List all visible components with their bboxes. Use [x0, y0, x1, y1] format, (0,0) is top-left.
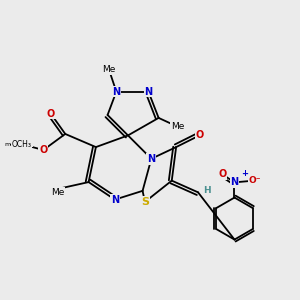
Text: Me: Me: [51, 188, 65, 197]
Text: O: O: [46, 109, 55, 118]
Text: OCH₃: OCH₃: [11, 140, 32, 149]
Text: S: S: [141, 197, 149, 207]
Text: N: N: [112, 87, 120, 97]
Text: Me: Me: [102, 65, 116, 74]
Text: O: O: [195, 130, 204, 140]
Text: N: N: [147, 154, 155, 164]
Text: methoxy: methoxy: [5, 142, 32, 147]
Text: +: +: [241, 169, 248, 178]
Text: O: O: [39, 145, 47, 155]
Text: N: N: [111, 195, 119, 205]
Text: O⁻: O⁻: [249, 176, 261, 185]
Text: O: O: [218, 169, 226, 179]
Text: N: N: [144, 87, 152, 97]
Text: Me: Me: [171, 122, 184, 131]
Text: N: N: [230, 177, 238, 188]
Text: H: H: [203, 186, 211, 195]
